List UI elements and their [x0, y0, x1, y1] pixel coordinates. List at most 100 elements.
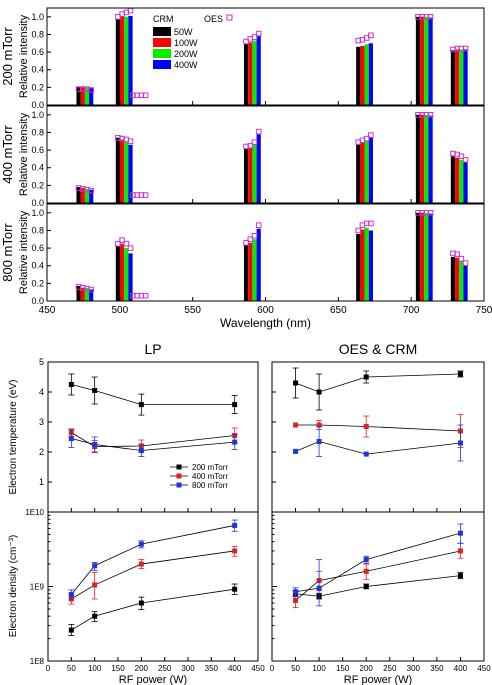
series-line: [295, 424, 461, 432]
crm-bar: [84, 87, 90, 105]
plasma-parameter-chart: LP 1 2 3 4 5 1E8 1E9 1E10 0 50 100 150 200 250 300 350 40…: [8, 341, 491, 685]
oes-marker: [115, 240, 121, 247]
data-point: [293, 422, 299, 428]
y-tick-label: 0.8: [31, 127, 44, 137]
spectra-panel: 0.0 0.2 0.4 0.6 0.8 1.0 800 mTorr Relative inte…: [0, 203, 485, 306]
legend-swatch: [153, 38, 171, 47]
data-point: [92, 442, 98, 447]
oes-marker: [462, 156, 469, 163]
data-point: [316, 439, 322, 444]
oes-marker: [123, 240, 130, 247]
legend-label: 100W: [174, 38, 198, 48]
oes-marker: [458, 153, 465, 160]
crm-bar: [450, 50, 456, 105]
data-point: [138, 600, 144, 606]
x-axis-label: Wavelength (nm): [220, 316, 311, 330]
oes-marker: [142, 192, 149, 198]
oes-marker: [88, 286, 94, 293]
legend-label: 200 mTorr: [192, 463, 228, 472]
x-axis-label: RF power (W): [119, 674, 187, 685]
crm-bar: [128, 253, 133, 301]
crm-bar: [80, 87, 85, 105]
y-tick-label: 0.0: [31, 100, 44, 110]
y-tick-label: 1.0: [31, 110, 44, 120]
crm-bar: [243, 245, 249, 301]
data-point: [92, 582, 98, 588]
y-tick-label: 0.2: [31, 82, 44, 92]
data-point: [363, 424, 369, 429]
row-label: 800 mTorr: [0, 223, 15, 282]
data-point: [363, 568, 369, 574]
data-point: [363, 451, 369, 457]
legend-label: 200W: [174, 49, 198, 59]
y-axis-label: Electron density (cm⁻³): [8, 535, 19, 638]
y-tick-label: 0.2: [31, 278, 44, 288]
oes-marker: [119, 237, 125, 243]
crm-bar: [364, 227, 369, 301]
crm-bar: [463, 265, 468, 301]
density-frame: [47, 511, 259, 662]
crm-bar: [420, 212, 425, 301]
data-point: [316, 422, 322, 428]
crm-bar: [360, 45, 365, 105]
oes-marker: [243, 240, 249, 246]
crm-bar: [84, 188, 90, 203]
crm-bar: [76, 286, 81, 301]
x-tick-label: 350: [205, 664, 219, 673]
y-tick-label: 0.6: [31, 47, 44, 57]
crm-bar: [455, 257, 460, 301]
x-tick-label: 500: [111, 305, 128, 316]
oes-marker: [88, 87, 94, 93]
series-line: [71, 525, 235, 595]
legend-swatch: [153, 49, 171, 58]
oes-marker: [458, 255, 465, 262]
data-point: [457, 548, 463, 554]
oes-marker: [127, 138, 134, 145]
oes-marker: [427, 210, 434, 216]
oes-crm-panel: OES & CRM 0 50 100 150 200 250 300 350 400 450 RF p…: [270, 341, 491, 685]
data-point: [68, 592, 74, 598]
row-label: 400 mTorr: [0, 125, 15, 184]
crm-bar: [420, 114, 425, 203]
crm-bar: [120, 16, 125, 105]
legend-crm-title: CRM: [153, 14, 174, 24]
y-axis-label: Relative intensity: [18, 210, 30, 294]
series-line: [71, 432, 235, 448]
x-tick-label: 250: [158, 664, 172, 673]
x-tick-label: 0: [270, 664, 275, 673]
series-line: [295, 532, 461, 593]
oes-marker: [247, 142, 254, 149]
spectra-panel: 0.0 0.2 0.4 0.6 0.8 1.0 200 mTorr Relative inte…: [0, 7, 485, 110]
crm-bar: [450, 256, 456, 301]
data-point: [92, 563, 98, 569]
y-tick-label: 0.6: [31, 145, 44, 155]
crm-bar: [420, 16, 425, 105]
x-tick-label: 400: [454, 664, 468, 673]
x-tick-label: 50: [291, 664, 300, 673]
y-axis-label: Relative intensity: [18, 14, 30, 98]
crm-bar: [459, 261, 464, 301]
oes-marker: [368, 132, 374, 138]
legend-label: 400 mTorr: [192, 472, 228, 481]
x-tick-label: 300: [181, 664, 195, 673]
crm-bar: [115, 137, 121, 203]
data-point: [457, 371, 463, 377]
legend-label: 400W: [174, 60, 198, 70]
crm-bar: [89, 189, 94, 203]
crm-bar: [415, 114, 421, 203]
data-point: [138, 448, 144, 453]
crm-bar: [124, 248, 129, 301]
data-point: [138, 561, 144, 567]
crm-bar: [463, 162, 468, 203]
crm-bar: [364, 44, 369, 105]
crm-bar: [248, 147, 253, 203]
y-tick-label: 0.4: [31, 65, 44, 75]
y-tick-label: 0.6: [31, 243, 44, 253]
crm-bar: [455, 49, 460, 105]
data-point: [457, 440, 463, 446]
crm-bar: [424, 16, 429, 105]
crm-bar: [128, 144, 133, 203]
data-point: [293, 380, 299, 386]
